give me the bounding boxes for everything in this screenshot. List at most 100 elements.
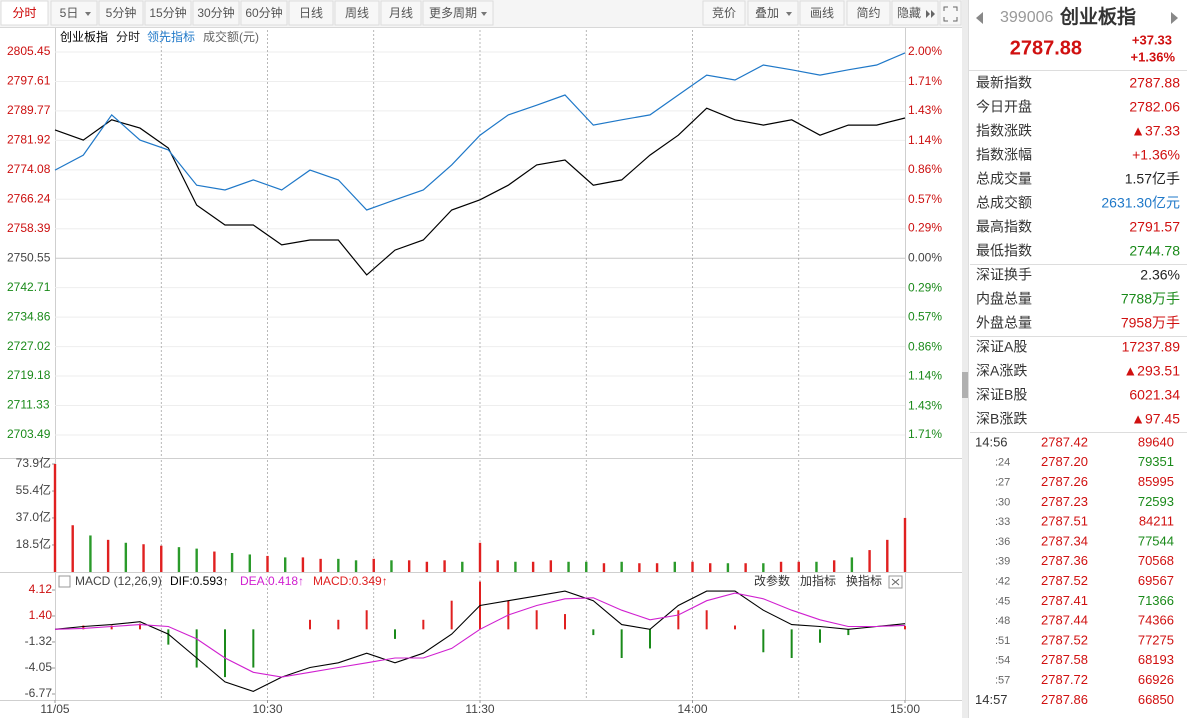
y-tick-label: 55.4亿 [16,482,51,497]
stat-value: 2.36% [1140,267,1180,283]
stat-label: 最高指数 [976,219,1032,235]
stat-label: 指数涨幅 [976,147,1032,163]
volume-bar [390,560,393,572]
volume-bar [744,563,747,572]
trade-volume: 66850 [1138,692,1174,707]
toolbar-button[interactable] [50,0,98,26]
y2-tick-label: 0.29% [908,221,942,235]
stat-value: 2787.88 [1129,75,1180,91]
indicator-button[interactable]: 改参数 [754,573,790,588]
icon [926,10,930,18]
toolbar-button[interactable] [846,0,891,26]
icon [976,12,983,24]
toolbar-button[interactable] [334,0,380,26]
trade-price: 2787.20 [1041,454,1088,469]
macd-bar [422,619,425,630]
trade-time: :57 [995,675,1010,687]
x-tick-label: 10:30 [252,702,282,716]
x-tick-label: 11:30 [465,702,494,716]
stat-label: 深B涨跌 [976,411,1027,427]
macd-bar [790,629,793,658]
indicator-button[interactable]: 加指标 [800,573,836,588]
volume-bar [514,561,517,572]
legend-entry: DIF:0.593↑ [170,574,229,588]
toolbar-button[interactable] [144,0,192,26]
x-tick-label: 15:00 [890,702,920,716]
volume-bar [478,542,482,572]
macd-bar [450,600,453,630]
stat-value: +1.36% [1132,147,1180,163]
y2-tick-label: 0.86% [908,339,942,353]
macd-bar [620,629,623,658]
indicator-title: MACD (12,26,9) [75,574,162,588]
toolbar-button-label: 简约 [856,5,880,20]
stat-label: 深证换手 [976,267,1032,283]
volume-bar [903,517,907,572]
y2-tick-label: 0.00% [908,251,942,265]
toolbar-button[interactable] [891,0,939,26]
indicator-icon[interactable] [58,575,71,588]
stat-value: 2744.78 [1129,243,1180,259]
toolbar-button[interactable] [0,0,49,26]
macd-bar [535,610,538,630]
fullscreen-icon [943,6,958,22]
trade-volume: 77544 [1138,533,1174,548]
trade-volume: 79351 [1138,454,1174,469]
toolbar-button-label: 30分钟 [197,5,234,20]
volume-bar [549,560,553,572]
indicator-button[interactable]: 换指标 [846,573,882,588]
trade-price: 2787.51 [1041,514,1088,529]
toolbar-button-label: 周线 [345,6,369,20]
splitter[interactable] [962,0,968,718]
volume-bar [301,557,305,572]
icon [85,12,91,16]
y-tick-label: 73.9亿 [16,455,51,470]
macd-bar [224,629,226,678]
price-line [54,107,906,276]
volume-bar [195,548,198,572]
legend-entry: 成交额(元) [203,29,259,44]
toolbar-button[interactable] [288,0,334,26]
macd-bar [705,610,708,630]
volume-bar [248,554,251,572]
toolbar-button[interactable] [799,0,845,26]
stat-value: 7788万手 [1121,291,1180,307]
icon [1171,12,1178,24]
macd-bar [847,629,850,636]
volume-bar [142,544,145,572]
macd-bar [167,629,170,645]
trade-time: :24 [995,457,1010,469]
toolbar-button[interactable] [240,0,288,26]
macd-bar [394,629,396,639]
toolbar-button[interactable] [422,0,494,26]
y-tick-label: 2805.45 [7,44,51,58]
y-tick-label: -4.05 [25,660,53,674]
trade-price: 2787.86 [1041,692,1088,707]
y-tick-label: 18.5亿 [16,536,51,551]
y2-tick-label: 0.29% [908,281,942,295]
volume-bar [461,561,464,572]
toolbar-button[interactable] [939,0,962,26]
trade-time: :33 [995,516,1010,528]
stat-value: 17237.89 [1122,339,1181,355]
trade-volume: 70568 [1138,553,1174,568]
toolbar-button[interactable] [702,0,746,26]
stat-value: ▲97.45 [1131,411,1180,427]
y2-tick-label: 0.57% [908,309,942,323]
toolbar-button[interactable] [98,0,144,26]
macd-bar [309,619,311,630]
volume-bar [886,539,889,572]
trade-volume: 66926 [1138,672,1174,687]
toolbar-button[interactable] [380,0,422,26]
toolbar-button[interactable] [192,0,240,26]
icon [481,12,487,16]
splitter-handle[interactable] [962,372,968,398]
y-tick-label: 2797.61 [7,74,51,88]
trade-time: :42 [995,576,1010,588]
volume-bar [850,557,854,572]
volume-bar [709,563,712,572]
stat-value: 6021.34 [1129,387,1180,403]
volume-bar [726,563,730,572]
volume-bar [213,551,216,572]
volume-bar [779,561,783,572]
